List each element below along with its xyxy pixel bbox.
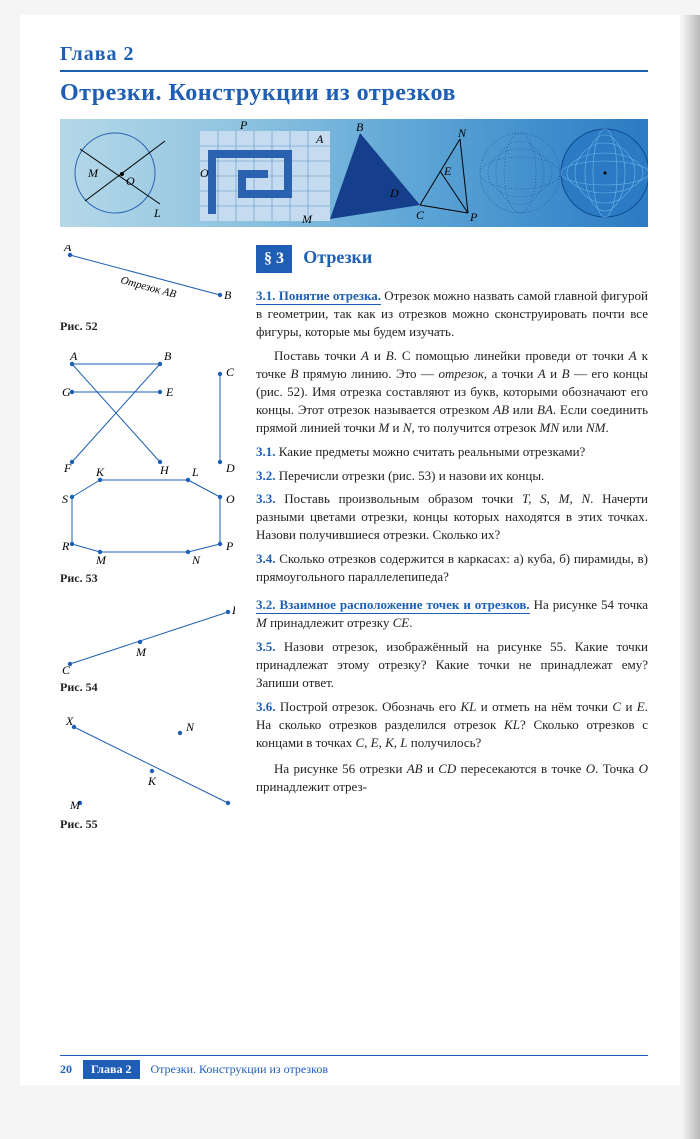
- svg-text:M: M: [87, 166, 99, 180]
- svg-text:P: P: [225, 539, 234, 553]
- page-number: 20: [60, 1062, 72, 1076]
- svg-text:A: A: [315, 132, 324, 146]
- figure-52-caption: Рис. 52: [60, 319, 240, 334]
- svg-text:L: L: [153, 206, 161, 220]
- exercise-3-4: 3.4. Сколько отрезков содержится в карка…: [256, 550, 648, 586]
- figure-53-caption: Рис. 53: [60, 571, 240, 586]
- banner-grid-icon: P O A M: [200, 119, 330, 226]
- page-shadow: [682, 15, 700, 1139]
- svg-text:S: S: [62, 492, 68, 506]
- banner-spiro-icon: [480, 133, 560, 213]
- svg-text:P: P: [469, 210, 478, 224]
- section-badge: § 3: [256, 245, 292, 273]
- svg-text:A: A: [63, 245, 72, 254]
- svg-text:K: K: [147, 774, 157, 788]
- svg-text:N: N: [185, 720, 195, 734]
- svg-text:M: M: [301, 212, 313, 226]
- svg-text:G: G: [62, 385, 71, 399]
- para-3-2: 3.2. Взаимное расположение точек и отрез…: [256, 596, 648, 632]
- figure-54-caption: Рис. 54: [60, 680, 240, 695]
- exercise-3-6: 3.6. Построй отрезок. Обозначь его KL и …: [256, 698, 648, 752]
- exercise-3-1: 3.1. Какие предметы можно считать реальн…: [256, 443, 648, 461]
- svg-text:E: E: [165, 385, 174, 399]
- section-heading: § 3 Отрезки: [256, 245, 648, 273]
- chapter-title: Отрезки. Конструкции из отрезков: [60, 80, 648, 107]
- svg-text:Y: Y: [234, 798, 235, 812]
- svg-text:B: B: [164, 352, 172, 363]
- figure-54: C M E Рис. 54: [60, 604, 240, 695]
- chapter-banner: M O L P O A M: [60, 119, 648, 227]
- svg-text:C: C: [416, 208, 425, 222]
- svg-text:Отрезок AB: Отрезок AB: [119, 274, 178, 300]
- svg-text:M: M: [95, 553, 107, 567]
- svg-text:E: E: [231, 604, 235, 617]
- svg-text:B: B: [356, 120, 364, 134]
- figure-55-caption: Рис. 55: [60, 817, 240, 832]
- svg-text:O: O: [200, 166, 209, 180]
- exercise-3-3: 3.3. Поставь произвольным образом точки …: [256, 490, 648, 544]
- figure-55: X K Y N M Рис. 55: [60, 713, 240, 832]
- divider: [60, 70, 648, 72]
- svg-text:P: P: [239, 119, 248, 132]
- svg-text:F: F: [63, 461, 72, 475]
- svg-text:E: E: [443, 164, 452, 178]
- svg-text:R: R: [61, 539, 70, 553]
- banner-sphere-icon: M O L: [75, 133, 165, 220]
- svg-text:N: N: [457, 126, 467, 140]
- text-column: § 3 Отрезки 3.1. Понятие отрезка. Отрезо…: [256, 245, 648, 850]
- svg-text:B: B: [224, 288, 232, 302]
- svg-text:X: X: [65, 714, 74, 728]
- chapter-label: Глава 2: [60, 43, 648, 66]
- figure-52: A B Отрезок AB Рис. 52: [60, 245, 240, 334]
- svg-text:L: L: [191, 465, 199, 479]
- figures-column: A B Отрезок AB Рис. 52 A B C G E F H D K L S O R M N P Ри…: [60, 245, 240, 850]
- svg-text:C: C: [62, 663, 71, 676]
- figure-53: A B C G E F H D K L S O R M N P Рис. 53: [60, 352, 240, 586]
- page: Глава 2 Отрезки. Конструкции из отрезков…: [20, 15, 680, 1085]
- svg-text:O: O: [126, 174, 135, 188]
- svg-text:M: M: [69, 798, 81, 812]
- tail-paragraph: На рисунке 56 отрезки AB и CD пересекают…: [256, 760, 648, 796]
- page-footer: 20 Глава 2 Отрезки. Конструкции из отрез…: [60, 1055, 648, 1079]
- banner-triangle-icon: B C D N E P: [330, 120, 478, 224]
- svg-text:K: K: [95, 465, 105, 479]
- footer-title: Отрезки. Конструкции из отрезков: [151, 1062, 329, 1076]
- banner-circle-icon: [561, 129, 648, 217]
- svg-text:A: A: [69, 352, 78, 363]
- exercise-3-5: 3.5. Назови отрезок, изображённый на рис…: [256, 638, 648, 692]
- svg-text:N: N: [191, 553, 201, 567]
- para-3-1: 3.1. Понятие отрезка. Отрезок можно назв…: [256, 287, 648, 341]
- svg-text:D: D: [225, 461, 235, 475]
- section-title: Отрезки: [303, 247, 372, 267]
- svg-text:H: H: [159, 463, 170, 477]
- svg-text:O: O: [226, 492, 235, 506]
- para-3-1-b: Поставь точки A и B. С помощью линейки п…: [256, 347, 648, 437]
- exercise-3-2: 3.2. Перечисли отрезки (рис. 53) и назов…: [256, 467, 648, 485]
- svg-text:M: M: [135, 645, 147, 659]
- svg-text:D: D: [389, 186, 399, 200]
- svg-text:C: C: [226, 365, 235, 379]
- footer-chapter-box: Глава 2: [83, 1060, 140, 1079]
